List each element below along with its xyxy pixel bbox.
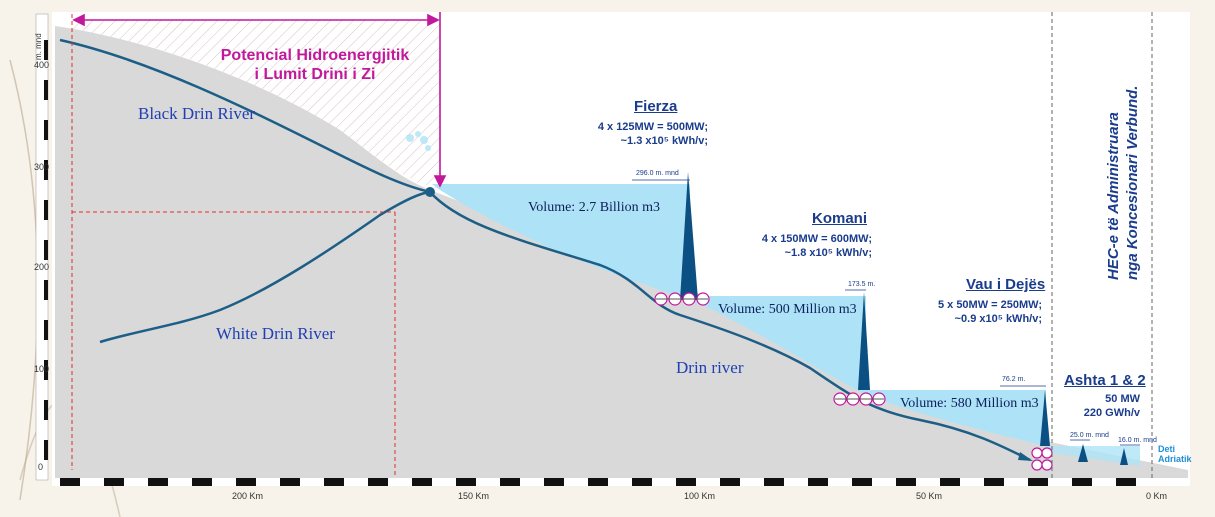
- fierza-spec1: 4 x 125MW = 500MW;: [597, 121, 708, 133]
- reservoir-vau: [866, 390, 1046, 446]
- potencial-title: Potencial Hidroenergjitik i Lumit Drini …: [220, 46, 410, 84]
- vau-specs: 5 x 50MW = 250MW; ~0.9 x10⁵ kWh/v;: [890, 298, 1042, 326]
- fierza-title: Fierza: [634, 98, 678, 115]
- vau-title: Vau i Dejës: [966, 276, 1046, 293]
- reservoir-komani: [690, 296, 866, 395]
- turbines-komani: [833, 392, 886, 406]
- komani-spec1: 4 x 150MW = 600MW;: [761, 233, 872, 245]
- ashta-spec1: 50 MW: [1105, 393, 1140, 405]
- x-axis-segments: [60, 478, 1136, 486]
- y-tick-0: 0: [38, 462, 44, 472]
- terrain: [55, 26, 1188, 480]
- komani-spec2: ~1.8 x10⁵ kWh/v;: [784, 247, 872, 259]
- dam-vau: [1040, 390, 1050, 446]
- vau-volume: Volume: 580 Million m3: [900, 396, 1039, 411]
- y-tick-300: 300: [34, 162, 50, 172]
- komani-volume: Volume: 500 Million m3: [718, 302, 857, 317]
- komani-level: 173.5 m.: [848, 281, 876, 288]
- river-arrow: [1018, 452, 1033, 461]
- y-tick-400: 400: [34, 60, 50, 70]
- fierza-spec2: ~1.3 x10⁵ kWh/v;: [620, 135, 708, 147]
- dam-fierza: [680, 172, 698, 300]
- komani-title: Komani: [812, 210, 868, 227]
- x-axis-strip: [52, 478, 1190, 486]
- fierza-specs: 4 x 125MW = 500MW; ~1.3 x10⁵ kWh/v;: [560, 120, 708, 148]
- x-tick-0: 0 Km: [1146, 491, 1168, 501]
- x-tick-50: 50 Km: [916, 491, 943, 501]
- deti-line2: Adriatik: [1158, 454, 1192, 464]
- y-tick-200: 200: [34, 262, 50, 272]
- potencial-line1: Potencial Hidroenergjitik: [220, 47, 410, 64]
- dam-ashta2: [1120, 448, 1128, 465]
- y-axis-segments: [44, 40, 48, 460]
- black-drin-label: Black Drin River: [138, 104, 256, 123]
- ashta-level1: 25.0 m. mnd: [1070, 432, 1109, 439]
- komani-specs: 4 x 150MW = 600MW; ~1.8 x10⁵ kWh/v;: [720, 232, 872, 260]
- y-axis-unit: m. mnd: [34, 33, 43, 60]
- potential-arrows: [72, 12, 447, 188]
- turbines-fierza: [654, 292, 710, 306]
- dam-komani: [858, 292, 870, 390]
- reservoir-fierza: [432, 184, 690, 300]
- drin-river-label: Drin river: [676, 358, 744, 377]
- vau-level: 76.2 m.: [1002, 376, 1026, 383]
- x-tick-200: 200 Km: [232, 491, 264, 501]
- verbund-line2: nga Koncesionari Verbund.: [1124, 85, 1141, 280]
- deti-adriatik-label: Deti Adriatik: [1158, 444, 1192, 464]
- verbund-line1: HEC-e të Administruara: [1105, 112, 1122, 280]
- deti-line1: Deti: [1158, 444, 1176, 454]
- separator-lines: [1051, 12, 1153, 478]
- fierza-volume: Volume: 2.7 Billion m3: [528, 200, 660, 215]
- verbund-vertical-label: HEC-e të Administruara nga Koncesionari …: [1104, 86, 1142, 280]
- white-drin-river-line: [99, 190, 431, 344]
- reservoir-ashta: [1046, 446, 1140, 466]
- y-tick-100: 100: [34, 364, 50, 374]
- drin-river-line: [429, 191, 1031, 462]
- red-guides: [71, 14, 396, 478]
- white-drin-label: White Drin River: [216, 324, 335, 343]
- confluence-point: [425, 187, 435, 197]
- dam-ashta1: [1078, 444, 1088, 462]
- ashta-title: Ashta 1 & 2: [1064, 372, 1146, 389]
- black-drin-river-line: [59, 38, 431, 194]
- fierza-level: 296.0 m. mnd: [636, 170, 679, 177]
- potencial-line2: i Lumit Drini i Zi: [254, 66, 376, 83]
- x-tick-100: 100 Km: [684, 491, 716, 501]
- x-tick-150: 150 Km: [458, 491, 490, 501]
- vau-spec1: 5 x 50MW = 250MW;: [937, 299, 1042, 311]
- vau-spec2: ~0.9 x10⁵ kWh/v;: [954, 313, 1042, 325]
- ashta-specs: 50 MW 220 GWh/v: [1060, 392, 1140, 420]
- potential-area: [72, 20, 440, 190]
- decor-swirl: [9, 59, 39, 501]
- ashta-spec2: 220 GWh/v: [1083, 407, 1140, 419]
- bubbles-decor: [406, 131, 431, 151]
- ashta-level2: 16.0 m. mnd: [1118, 437, 1157, 444]
